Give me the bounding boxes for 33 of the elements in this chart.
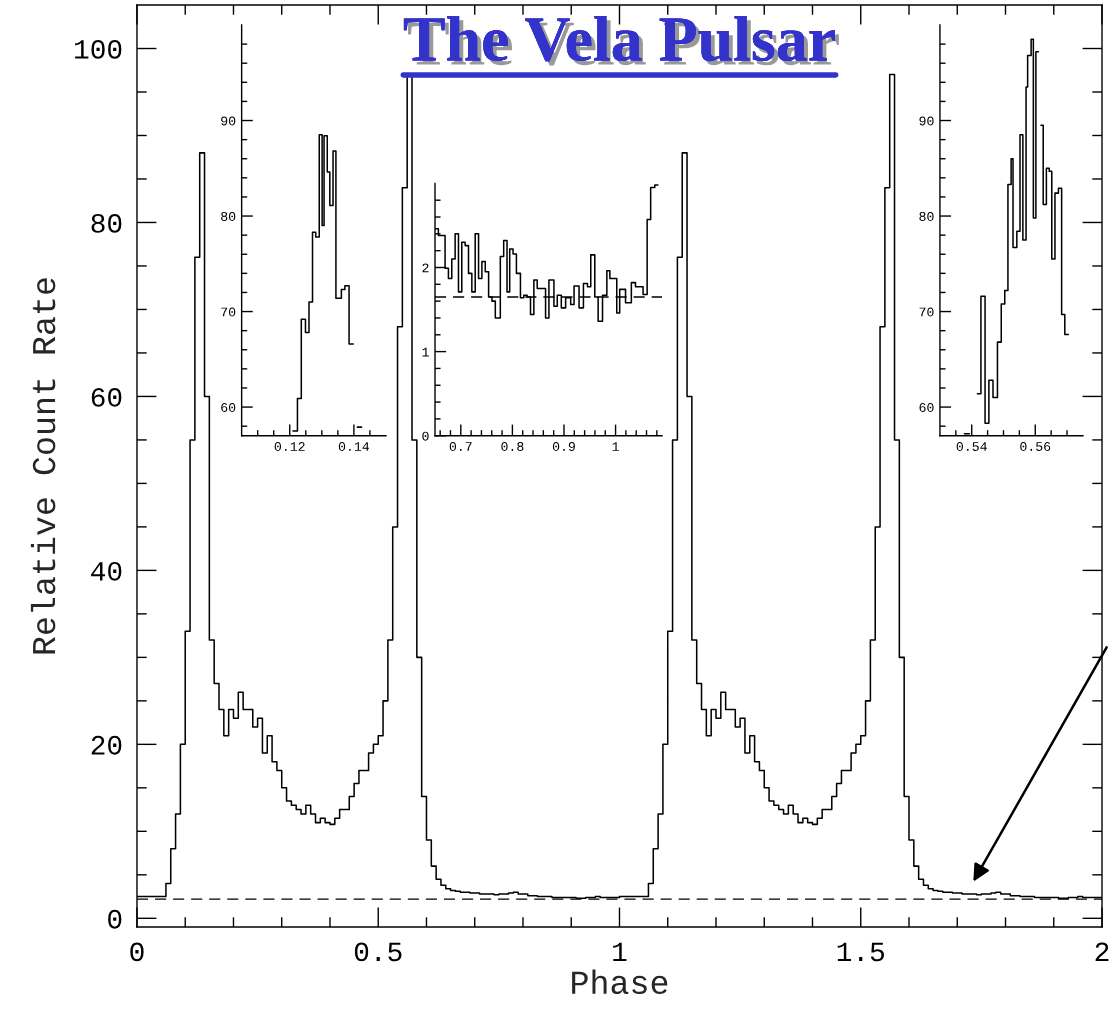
y-axis-title: Relative Count Rate (30, 278, 56, 654)
y-tick-label: 40 (91, 561, 122, 581)
y-tick-label: 80 (919, 212, 934, 221)
x-tick-label: 0.8 (501, 442, 524, 451)
x-tick-label: 0 (130, 942, 144, 962)
y-tick-label: 60 (919, 403, 934, 412)
x-tick-label: 1.5 (837, 942, 884, 962)
y-tick-label: 20 (91, 735, 122, 755)
y-tick-label: 0 (108, 909, 122, 929)
chart-title: The Vela Pulsar (403, 16, 839, 66)
x-axis-title: Phase (572, 969, 668, 995)
y-tick-label: 60 (91, 387, 122, 407)
x-tick-label: 0.54 (956, 442, 987, 451)
y-tick-label: 90 (919, 116, 934, 126)
y-tick-label: 70 (919, 307, 934, 317)
y-tick-label: 80 (221, 212, 236, 221)
y-tick-label: 60 (221, 403, 236, 412)
x-tick-label: 0.14 (338, 442, 370, 451)
y-tick-label: 0 (422, 431, 429, 441)
x-tick-label: 0.7 (449, 442, 472, 451)
y-tick-label: 2 (422, 263, 429, 273)
y-tick-label: 80 (91, 213, 122, 233)
x-tick-label: 0.9 (552, 442, 575, 451)
x-tick-label: 2 (1095, 942, 1109, 962)
x-tick-label: 1 (612, 442, 619, 451)
y-tick-label: 1 (422, 347, 429, 357)
x-tick-label: 0.56 (1020, 442, 1051, 451)
x-tick-label: 1 (613, 942, 627, 962)
x-tick-label: 0.12 (274, 442, 305, 451)
y-tick-label: 90 (221, 116, 236, 126)
x-tick-label: 0.5 (354, 942, 402, 962)
y-tick-label: 100 (75, 40, 122, 59)
y-tick-label: 70 (221, 307, 236, 317)
